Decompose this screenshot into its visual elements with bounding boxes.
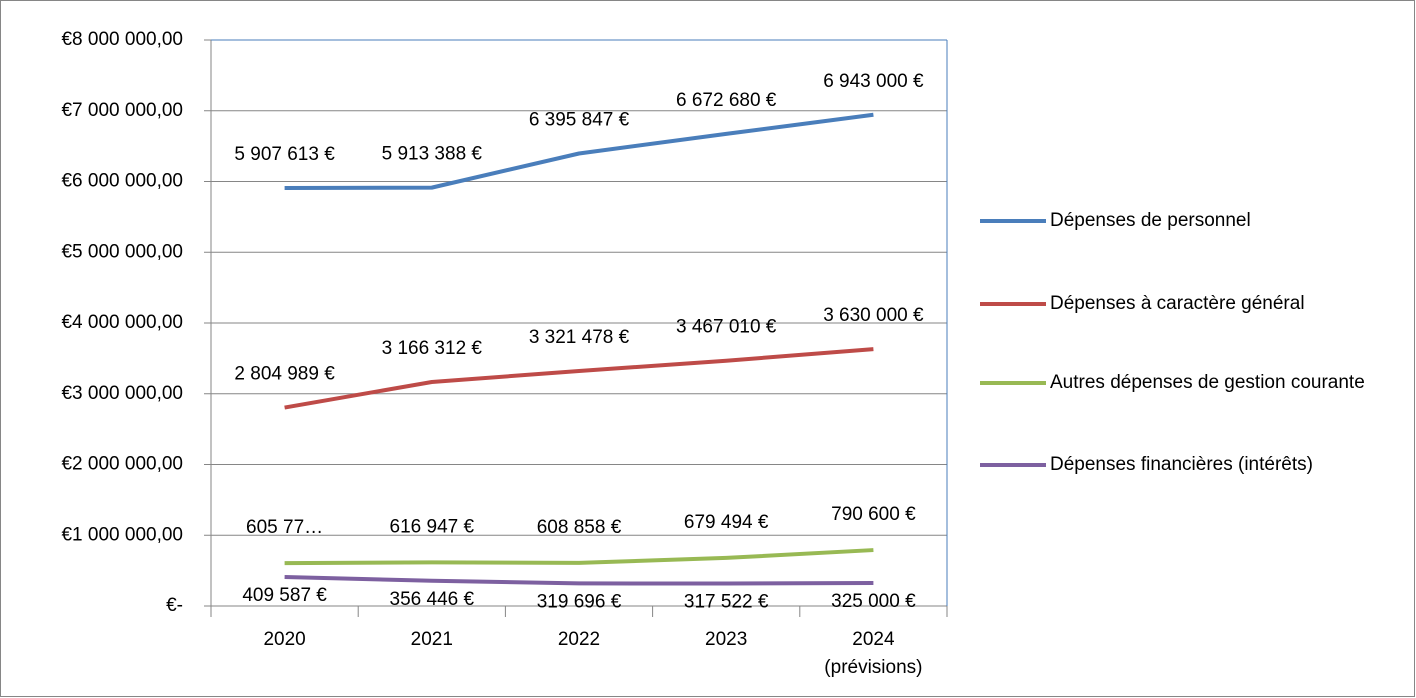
data-label: 319 696 € (537, 591, 622, 612)
text-line: 2022 (558, 629, 600, 650)
text-line: Autres dépenses de gestion courante (1050, 372, 1365, 393)
text-line: 2021 (411, 629, 453, 650)
data-label: 6 672 680 € (676, 90, 777, 111)
y-tick-label: €2 000 000,00 (61, 454, 183, 475)
text-line: Dépenses à caractère général (1050, 293, 1305, 314)
data-label: 356 446 € (390, 589, 475, 610)
data-label: 409 587 € (242, 585, 327, 606)
text-line: Dépenses financières (intérêts) (1050, 454, 1313, 475)
x-tick-label: 2023 (705, 629, 747, 650)
legend-label: Dépenses à caractère général (1050, 293, 1305, 314)
data-label: 605 77… (246, 517, 323, 538)
data-label: 5 907 613 € (234, 144, 335, 165)
y-tick-label: €6 000 000,00 (61, 171, 183, 192)
x-tick-label: 2022 (558, 629, 600, 650)
legend-label: Dépenses financières (intérêts) (1050, 454, 1313, 475)
y-tick-label: €1 000 000,00 (61, 524, 183, 545)
text-line: (prévisions) (824, 657, 922, 678)
data-label: 679 494 € (684, 512, 769, 533)
data-label: 5 913 388 € (382, 144, 483, 165)
data-label: 6 395 847 € (529, 110, 630, 131)
text-line: 2024 (852, 629, 895, 650)
y-tick-label: €5 000 000,00 (61, 241, 183, 262)
legend-label: Autres dépenses de gestion courante (1050, 372, 1365, 393)
data-label: 317 522 € (684, 592, 769, 613)
data-label: 2 804 989 € (234, 364, 335, 385)
y-tick-label: €8 000 000,00 (61, 29, 183, 50)
y-tick-label: €- (166, 595, 183, 616)
data-label: 616 947 € (390, 516, 475, 537)
text-line: 2020 (263, 629, 305, 650)
y-tick-label: €7 000 000,00 (61, 100, 183, 121)
data-label: 3 630 000 € (823, 305, 924, 326)
x-tick-label: 2021 (411, 629, 453, 650)
x-tick-label: 2024 (prévisions) (824, 629, 922, 678)
y-tick-label: €4 000 000,00 (61, 312, 183, 333)
data-label: 3 321 478 € (529, 327, 630, 348)
y-tick-label: €3 000 000,00 (61, 383, 183, 404)
series-line (284, 575, 874, 586)
data-label: 6 943 000 € (823, 71, 924, 92)
series-line (284, 112, 874, 191)
series-line (284, 548, 874, 566)
x-tick-label: 2020 (263, 629, 305, 650)
data-label: 608 858 € (537, 517, 622, 538)
series-line (284, 347, 874, 410)
data-label: 790 600 € (831, 504, 916, 525)
data-label: 3 166 312 € (382, 338, 483, 359)
data-label: 325 000 € (831, 591, 916, 612)
text-line: 2023 (705, 629, 747, 650)
text-line: Dépenses de personnel (1050, 210, 1251, 231)
data-label: 3 467 010 € (676, 317, 777, 338)
legend-label: Dépenses de personnel (1050, 210, 1251, 231)
